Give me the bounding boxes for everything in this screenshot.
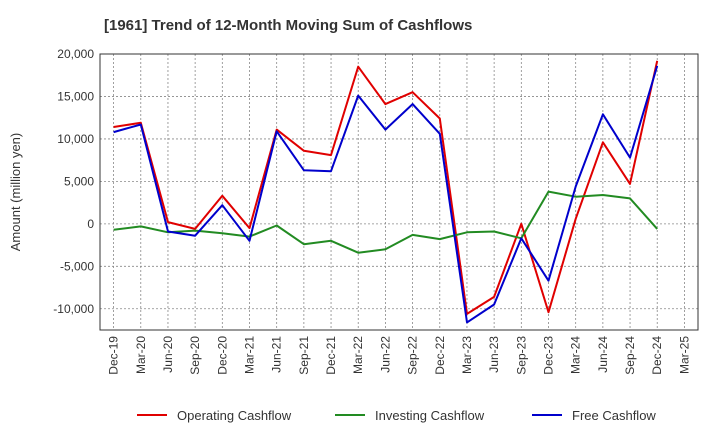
y-tick-label: 10,000 xyxy=(57,132,94,146)
x-tick-label: Dec-22 xyxy=(433,336,447,375)
y-axis-label: Amount (million yen) xyxy=(8,133,23,252)
operating-cashflow-line xyxy=(113,60,659,315)
legend-label: Operating Cashflow xyxy=(177,408,292,423)
x-tick-label: Jun-22 xyxy=(378,336,392,373)
x-tick-label: Mar-20 xyxy=(134,336,148,374)
x-tick-label: Mar-24 xyxy=(569,336,583,374)
y-tick-label: 15,000 xyxy=(57,89,94,103)
y-tick-label: 0 xyxy=(87,217,94,231)
x-axis: Dec-19 Mar-20 Jun-20 Sep-20 Dec-20 Mar-21 Jun-… xyxy=(107,336,692,375)
legend-item-free-cashflow: Free Cashflow xyxy=(532,408,656,423)
x-tick-label: Mar-21 xyxy=(243,336,257,374)
y-tick-label: -5,000 xyxy=(60,259,94,273)
x-tick-label: Dec-20 xyxy=(215,336,229,375)
gridlines xyxy=(100,53,698,330)
x-tick-label: Sep-21 xyxy=(297,336,311,375)
x-tick-label: Sep-22 xyxy=(406,336,420,375)
x-tick-label: Sep-24 xyxy=(623,336,637,375)
x-tick-label: Mar-23 xyxy=(460,336,474,374)
x-tick-label: Mar-22 xyxy=(351,336,365,374)
legend-label: Free Cashflow xyxy=(572,408,656,423)
y-tick-label: 20,000 xyxy=(57,47,94,61)
y-tick-label: 5,000 xyxy=(64,174,94,188)
x-tick-label: Jun-20 xyxy=(161,336,175,373)
chart-title: [1961] Trend of 12-Month Moving Sum of C… xyxy=(104,17,472,34)
plot-frame xyxy=(99,53,699,331)
free-cashflow-line xyxy=(113,65,659,324)
legend-item-operating-cashflow: Operating Cashflow xyxy=(137,408,292,423)
y-axis: 20,000 15,000 10,000 5,000 0 -5,000 -10,000 xyxy=(53,47,94,316)
x-tick-label: Jun-21 xyxy=(270,336,284,373)
x-tick-label: Jun-23 xyxy=(487,336,501,373)
x-tick-label: Dec-23 xyxy=(542,336,556,375)
investing-cashflow-line xyxy=(113,190,658,254)
y-tick-label: -10,000 xyxy=(53,302,94,316)
x-tick-label: Jun-24 xyxy=(596,336,610,373)
x-tick-label: Sep-20 xyxy=(188,336,202,375)
x-tick-label: Dec-21 xyxy=(324,336,338,375)
series-lines xyxy=(113,60,659,324)
x-tick-label: Sep-23 xyxy=(514,336,528,375)
x-tick-label: Mar-25 xyxy=(677,336,691,374)
legend-label: Investing Cashflow xyxy=(375,408,485,423)
x-tick-label: Dec-19 xyxy=(107,336,121,375)
legend: Operating Cashflow Investing Cashflow Free… xyxy=(137,408,656,423)
x-tick-label: Dec-24 xyxy=(650,336,664,375)
legend-item-investing-cashflow: Investing Cashflow xyxy=(335,408,485,423)
